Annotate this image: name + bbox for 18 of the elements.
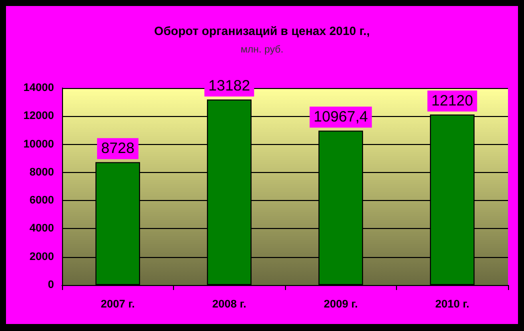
x-tick-label: 2009 г.: [324, 298, 358, 310]
y-tick-label: 12000: [23, 110, 54, 122]
y-tick-label: 4000: [30, 222, 54, 235]
y-tick-label: 0: [48, 279, 54, 291]
y-tick-label: 14000: [23, 82, 54, 94]
x-tick-label: 2008 г.: [212, 298, 246, 310]
y-tick-label: 10000: [23, 138, 54, 150]
data-label: 8728: [101, 140, 134, 158]
chart-title: Оборот организаций в ценах 2010 г.,: [154, 24, 370, 38]
chart-subtitle: млн. руб.: [240, 44, 284, 56]
data-label: 13182: [208, 78, 250, 95]
x-tick-label: 2007 г.: [100, 298, 135, 310]
data-label: 10967,4: [314, 108, 368, 126]
y-tick-label: 2000: [30, 250, 54, 263]
y-tick-label: 8000: [30, 166, 54, 178]
y-tick-label: 6000: [30, 194, 54, 207]
x-tick-label: 2010 г.: [435, 298, 470, 310]
data-label: 12120: [431, 92, 474, 110]
